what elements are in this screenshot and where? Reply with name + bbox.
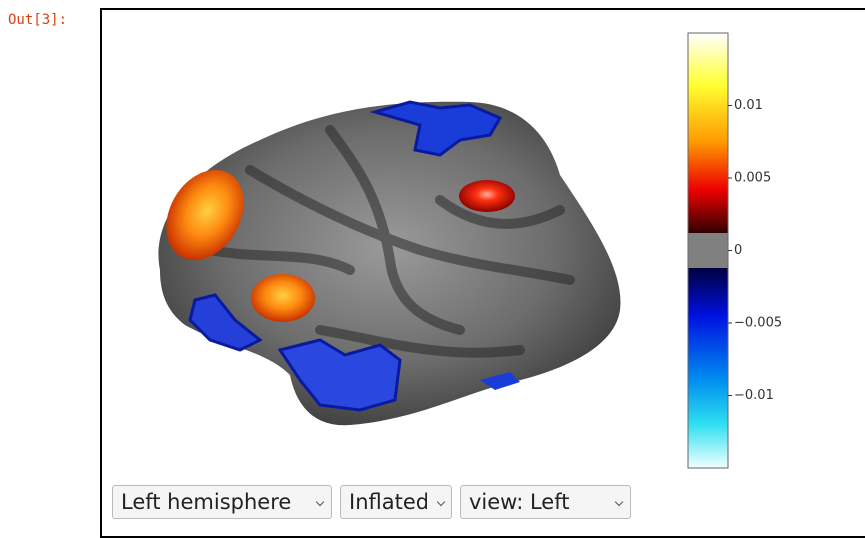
colorbar-tick-label: 0.01	[734, 98, 763, 113]
brain-figure: 0.01 0.005 0 −0.005 −0.01	[158, 32, 782, 469]
colorbar	[687, 32, 729, 469]
colorbar-tick-label: 0.005	[734, 171, 771, 186]
colorbar-tick-label: 0	[734, 243, 742, 258]
colorbar-tick-label: −0.01	[734, 388, 774, 403]
surface-dropdown[interactable]: Inflated	[340, 485, 452, 519]
colorbar-tick-label: −0.005	[734, 316, 782, 331]
view-dropdown[interactable]: view: Left	[460, 485, 631, 519]
activation-blobs	[166, 100, 520, 412]
hemisphere-dropdown[interactable]: Left hemisphere	[112, 485, 332, 519]
page: Out[3]: 0.01 0.005 0	[8, 8, 865, 538]
output-prompt: Out[3]:	[8, 12, 68, 28]
sulci	[205, 125, 575, 358]
